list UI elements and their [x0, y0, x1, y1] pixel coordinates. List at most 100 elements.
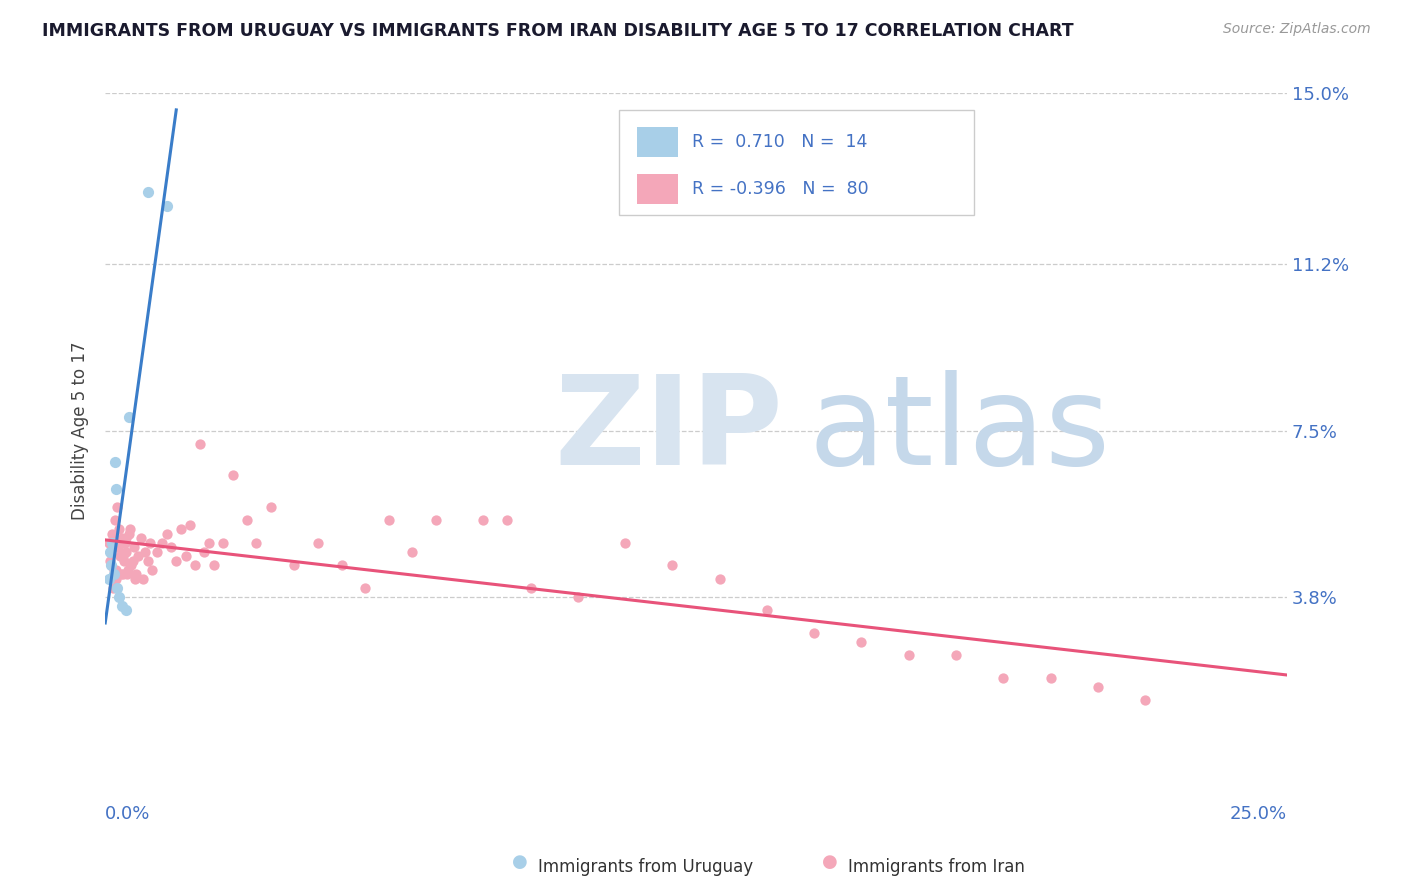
Point	[117, 563, 139, 577]
Point	[104, 455, 127, 469]
Point	[851, 635, 873, 649]
Point	[100, 558, 122, 573]
Point	[496, 513, 519, 527]
Point	[378, 513, 401, 527]
Text: R =  0.710   N =  14: R = 0.710 N = 14	[693, 133, 868, 151]
Text: ●: ●	[512, 853, 529, 871]
Point	[897, 648, 920, 663]
Text: ●: ●	[821, 853, 838, 871]
Point	[1039, 671, 1062, 685]
Y-axis label: Disability Age 5 to 17: Disability Age 5 to 17	[72, 342, 89, 520]
Point	[122, 541, 145, 555]
Point	[98, 536, 121, 550]
Point	[170, 523, 193, 537]
Point	[993, 671, 1015, 685]
Point	[401, 545, 423, 559]
Point	[104, 513, 127, 527]
Point	[121, 554, 143, 568]
FancyBboxPatch shape	[619, 111, 974, 215]
Text: Source: ZipAtlas.com: Source: ZipAtlas.com	[1223, 22, 1371, 37]
Text: R = -0.396   N =  80: R = -0.396 N = 80	[693, 180, 869, 198]
Point	[110, 567, 132, 582]
Point	[1133, 693, 1156, 707]
Point	[198, 536, 221, 550]
Point	[160, 541, 183, 555]
Point	[803, 625, 825, 640]
Point	[107, 541, 129, 555]
Point	[117, 567, 139, 582]
Point	[307, 536, 329, 550]
Point	[174, 549, 197, 564]
Point	[129, 532, 152, 546]
Point	[101, 527, 124, 541]
Text: 0.0%: 0.0%	[105, 805, 150, 822]
Point	[661, 558, 683, 573]
Point	[98, 554, 121, 568]
Point	[354, 581, 377, 595]
Point	[202, 558, 225, 573]
Point	[120, 558, 142, 573]
Point	[120, 523, 142, 537]
Text: Immigrants from Uruguay: Immigrants from Uruguay	[538, 858, 754, 876]
Point	[193, 545, 215, 559]
Point	[100, 558, 122, 573]
Point	[100, 545, 122, 559]
Point	[1087, 680, 1109, 694]
Point	[107, 541, 129, 555]
Point	[104, 482, 127, 496]
Point	[150, 536, 173, 550]
Point	[139, 536, 162, 550]
Point	[103, 567, 125, 582]
Point	[105, 500, 128, 514]
Point	[111, 532, 134, 546]
Text: atlas: atlas	[808, 370, 1111, 491]
Point	[124, 572, 146, 586]
Point	[112, 567, 135, 582]
Point	[118, 527, 141, 541]
Point	[425, 513, 447, 527]
Point	[112, 554, 135, 568]
Bar	[637, 127, 678, 157]
Point	[709, 572, 731, 586]
Point	[114, 536, 136, 550]
Point	[222, 468, 245, 483]
Point	[141, 563, 163, 577]
Point	[519, 581, 541, 595]
Point	[103, 563, 125, 577]
Point	[101, 536, 124, 550]
Point	[111, 549, 134, 564]
Point	[567, 590, 589, 604]
Point	[472, 513, 495, 527]
Point	[184, 558, 207, 573]
Point	[98, 545, 121, 559]
Point	[110, 549, 132, 564]
Point	[134, 545, 156, 559]
Point	[330, 558, 353, 573]
Point	[188, 437, 211, 451]
Text: ZIP: ZIP	[554, 370, 783, 491]
Point	[156, 199, 179, 213]
Point	[283, 558, 305, 573]
Point	[125, 567, 148, 582]
Point	[104, 572, 127, 586]
Point	[136, 186, 159, 200]
Point	[118, 410, 141, 425]
Point	[212, 536, 235, 550]
Point	[108, 590, 131, 604]
Point	[98, 572, 121, 586]
Text: 25.0%: 25.0%	[1230, 805, 1286, 822]
Point	[755, 603, 778, 617]
Point	[165, 554, 187, 568]
Point	[179, 517, 201, 532]
Bar	[637, 174, 678, 204]
Point	[146, 545, 169, 559]
Text: Immigrants from Iran: Immigrants from Iran	[848, 858, 1025, 876]
Point	[259, 500, 281, 514]
Text: IMMIGRANTS FROM URUGUAY VS IMMIGRANTS FROM IRAN DISABILITY AGE 5 TO 17 CORRELATI: IMMIGRANTS FROM URUGUAY VS IMMIGRANTS FR…	[42, 22, 1074, 40]
Point	[115, 545, 138, 559]
Point	[127, 549, 149, 564]
Point	[614, 536, 637, 550]
Point	[136, 554, 159, 568]
Point	[236, 513, 259, 527]
Point	[105, 563, 128, 577]
